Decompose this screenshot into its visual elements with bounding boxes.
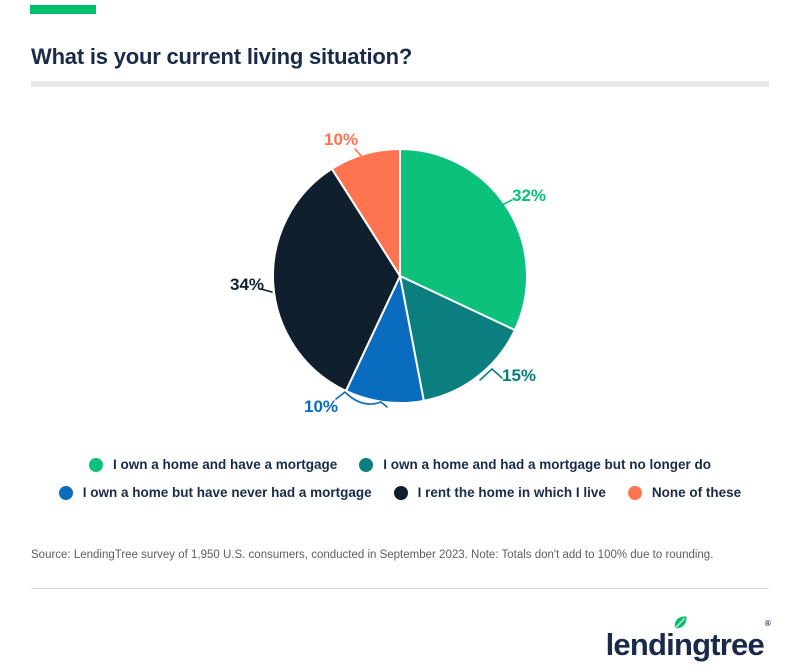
brand-accent-bar bbox=[30, 5, 96, 14]
page-title: What is your current living situation? bbox=[31, 44, 413, 69]
legend-label: I own a home but have never had a mortga… bbox=[82, 485, 372, 500]
legend-color-dot-icon bbox=[58, 485, 73, 500]
callout-line-10pct-coral bbox=[354, 148, 364, 159]
legend-item: None of these bbox=[627, 485, 742, 500]
pie-slice-32% bbox=[399, 148, 528, 332]
legend-row-2: I own a home but have never had a mortga… bbox=[58, 485, 742, 500]
logo-text-n: n bbox=[673, 627, 693, 662]
legend-color-dot-icon bbox=[393, 485, 408, 500]
registered-mark: ® bbox=[764, 619, 771, 628]
footer-divider bbox=[31, 588, 769, 589]
leaf-icon bbox=[674, 616, 687, 629]
callout-line-32pct bbox=[499, 199, 513, 207]
title-divider bbox=[31, 81, 769, 87]
pie-slice-10% bbox=[330, 148, 401, 277]
pie-slice-34% bbox=[272, 167, 401, 392]
callout-line-15pct bbox=[479, 368, 503, 381]
data-label-32pct: 32% bbox=[512, 186, 547, 205]
pie-slice-10% bbox=[344, 275, 425, 405]
pie-slices-group bbox=[272, 148, 528, 405]
pie-chart-svg bbox=[260, 148, 528, 408]
legend-row-1: I own a home and have a mortgage I own a … bbox=[88, 457, 711, 472]
source-note: Source: LendingTree survey of 1,950 U.S.… bbox=[31, 549, 714, 561]
logo-text-right: gtree bbox=[692, 627, 765, 662]
data-label-10pct-coral: 10% bbox=[324, 130, 359, 149]
callout-lines-group bbox=[260, 148, 513, 408]
legend-color-dot-icon bbox=[88, 457, 103, 472]
pie-slice-15% bbox=[399, 275, 516, 402]
logo-n-wrap: n bbox=[673, 616, 693, 662]
legend-label: I own a home and have a mortgage bbox=[112, 457, 338, 472]
chart-legend: I own a home and have a mortgage I own a … bbox=[0, 457, 800, 500]
legend-label: I own a home and had a mortgage but no l… bbox=[383, 457, 712, 472]
legend-item: I own a home and have a mortgage bbox=[88, 457, 338, 472]
legend-label: None of these bbox=[651, 485, 742, 500]
logo-text-left: lendi bbox=[605, 627, 675, 662]
legend-item: I own a home but have never had a mortga… bbox=[58, 485, 372, 500]
legend-item: I own a home and had a mortgage but no l… bbox=[359, 457, 711, 472]
lendingtree-logo: lendi n gtree ® bbox=[605, 612, 771, 662]
legend-color-dot-icon bbox=[627, 485, 642, 500]
data-label-15pct: 15% bbox=[502, 366, 537, 385]
legend-color-dot-icon bbox=[359, 457, 374, 472]
pie-chart: 32% 15% 10% 34% 10% bbox=[230, 130, 547, 416]
data-label-34pct: 34% bbox=[230, 275, 265, 294]
legend-item: I rent the home in which I live bbox=[393, 485, 606, 500]
legend-label: I rent the home in which I live bbox=[417, 485, 606, 500]
data-label-10pct-blue: 10% bbox=[304, 397, 339, 416]
callout-line-10pct-blue bbox=[335, 391, 388, 408]
